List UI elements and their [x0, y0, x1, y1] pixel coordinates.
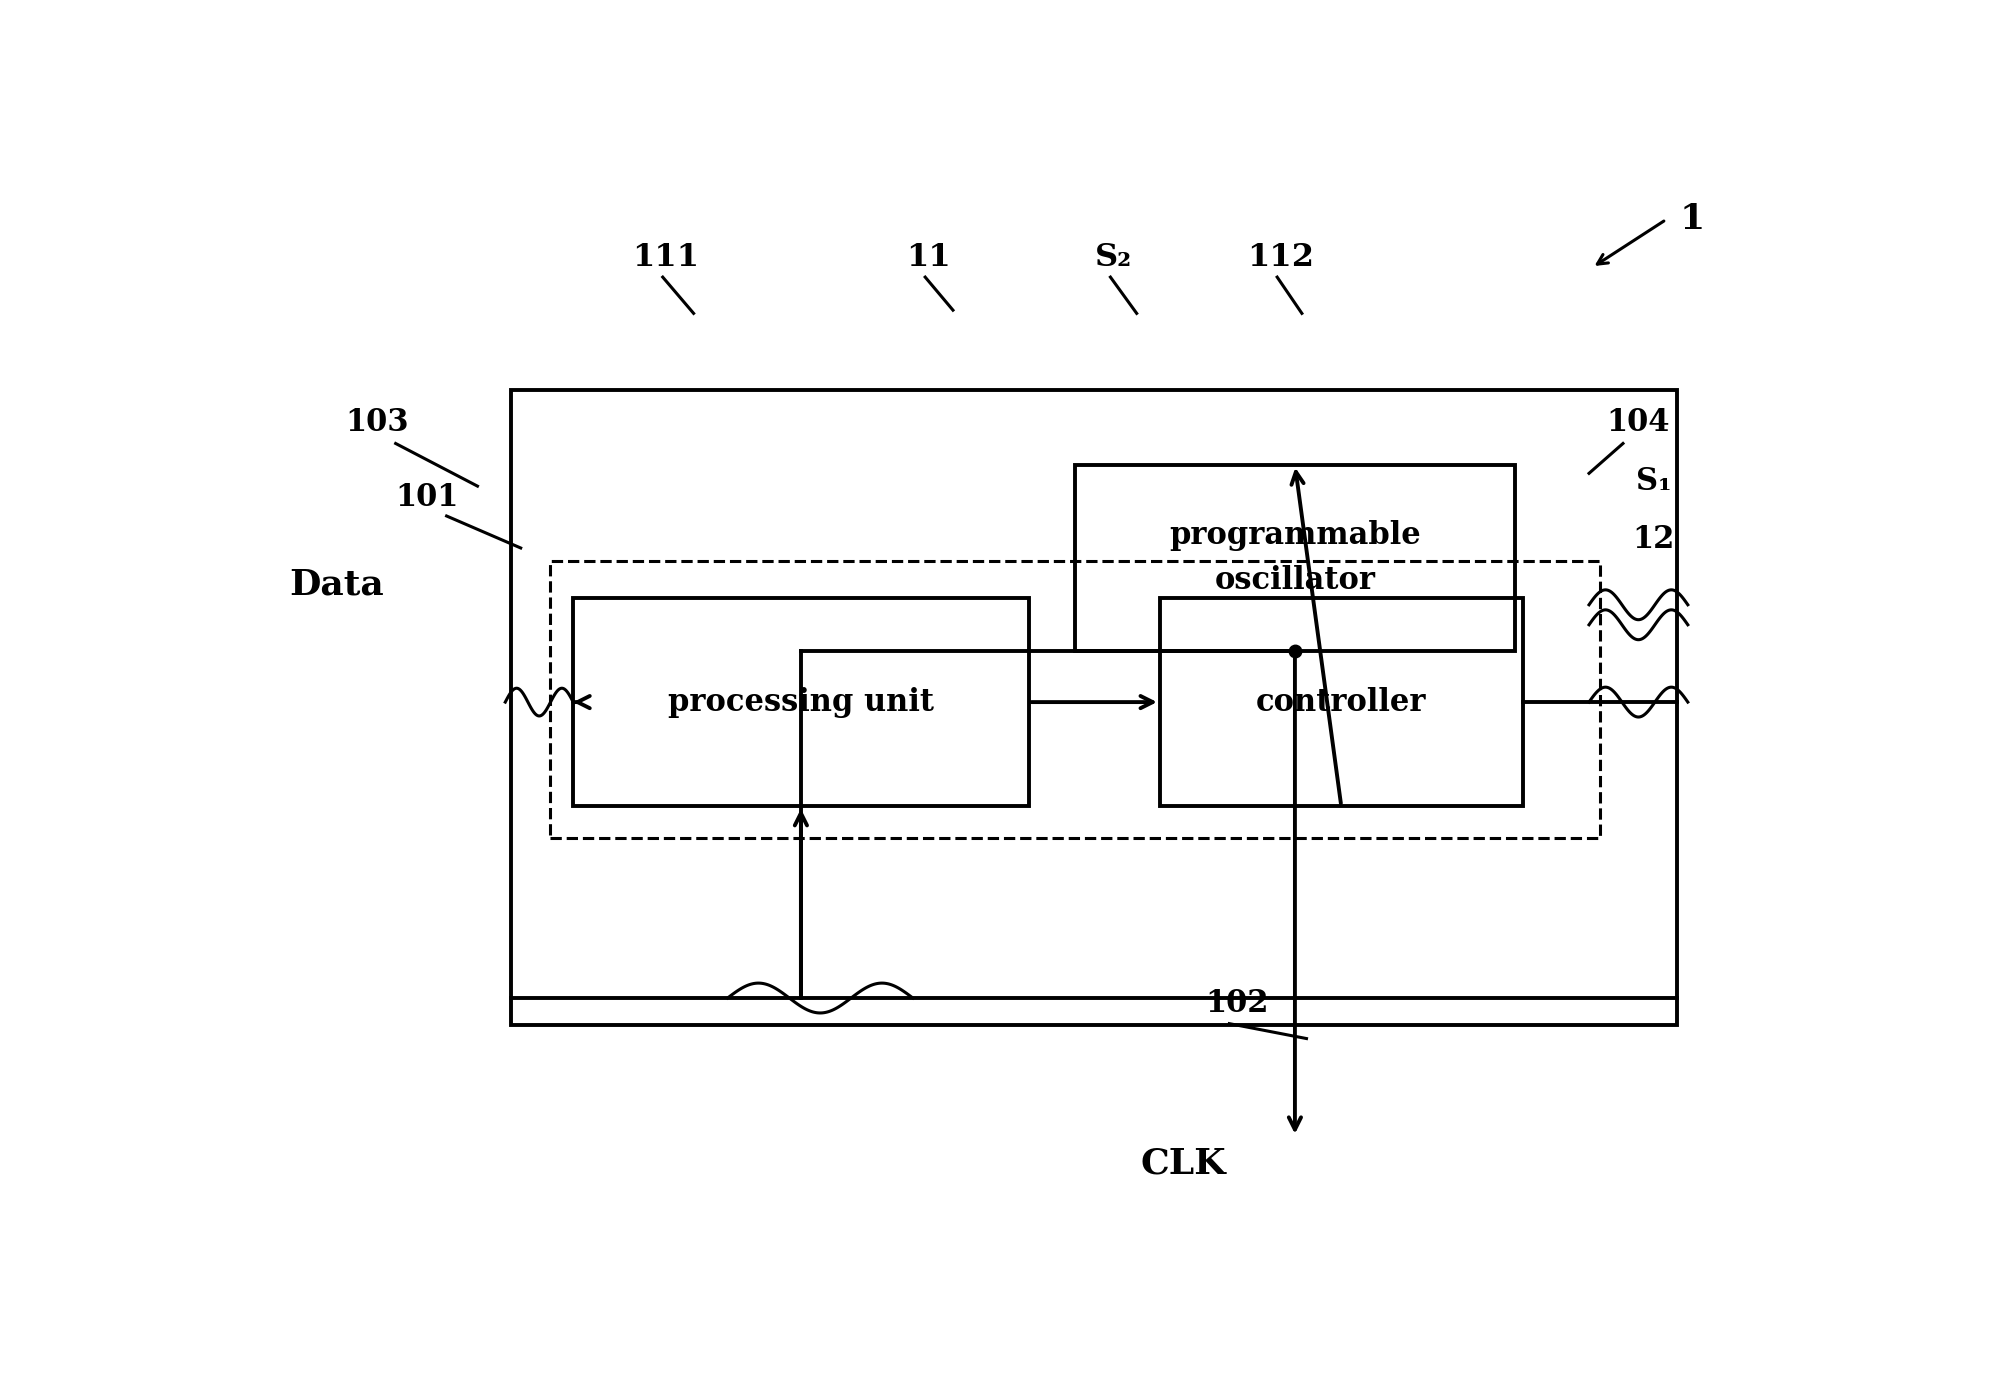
Text: 1: 1 — [1679, 202, 1705, 235]
Text: processing unit: processing unit — [667, 687, 934, 717]
Text: 103: 103 — [345, 407, 408, 438]
Text: S₁: S₁ — [1635, 465, 1671, 497]
Text: 104: 104 — [1608, 407, 1669, 438]
Text: 111: 111 — [631, 242, 699, 273]
Text: 12: 12 — [1633, 525, 1675, 555]
Text: 101: 101 — [394, 482, 458, 512]
Text: Data: Data — [289, 568, 384, 601]
Text: 112: 112 — [1247, 242, 1315, 273]
Text: controller: controller — [1257, 687, 1426, 717]
Text: 102: 102 — [1205, 989, 1269, 1019]
Text: CLK: CLK — [1139, 1147, 1225, 1180]
Text: 11: 11 — [906, 242, 950, 273]
Text: S₂: S₂ — [1096, 242, 1131, 273]
Text: programmable
oscillator: programmable oscillator — [1169, 519, 1420, 597]
